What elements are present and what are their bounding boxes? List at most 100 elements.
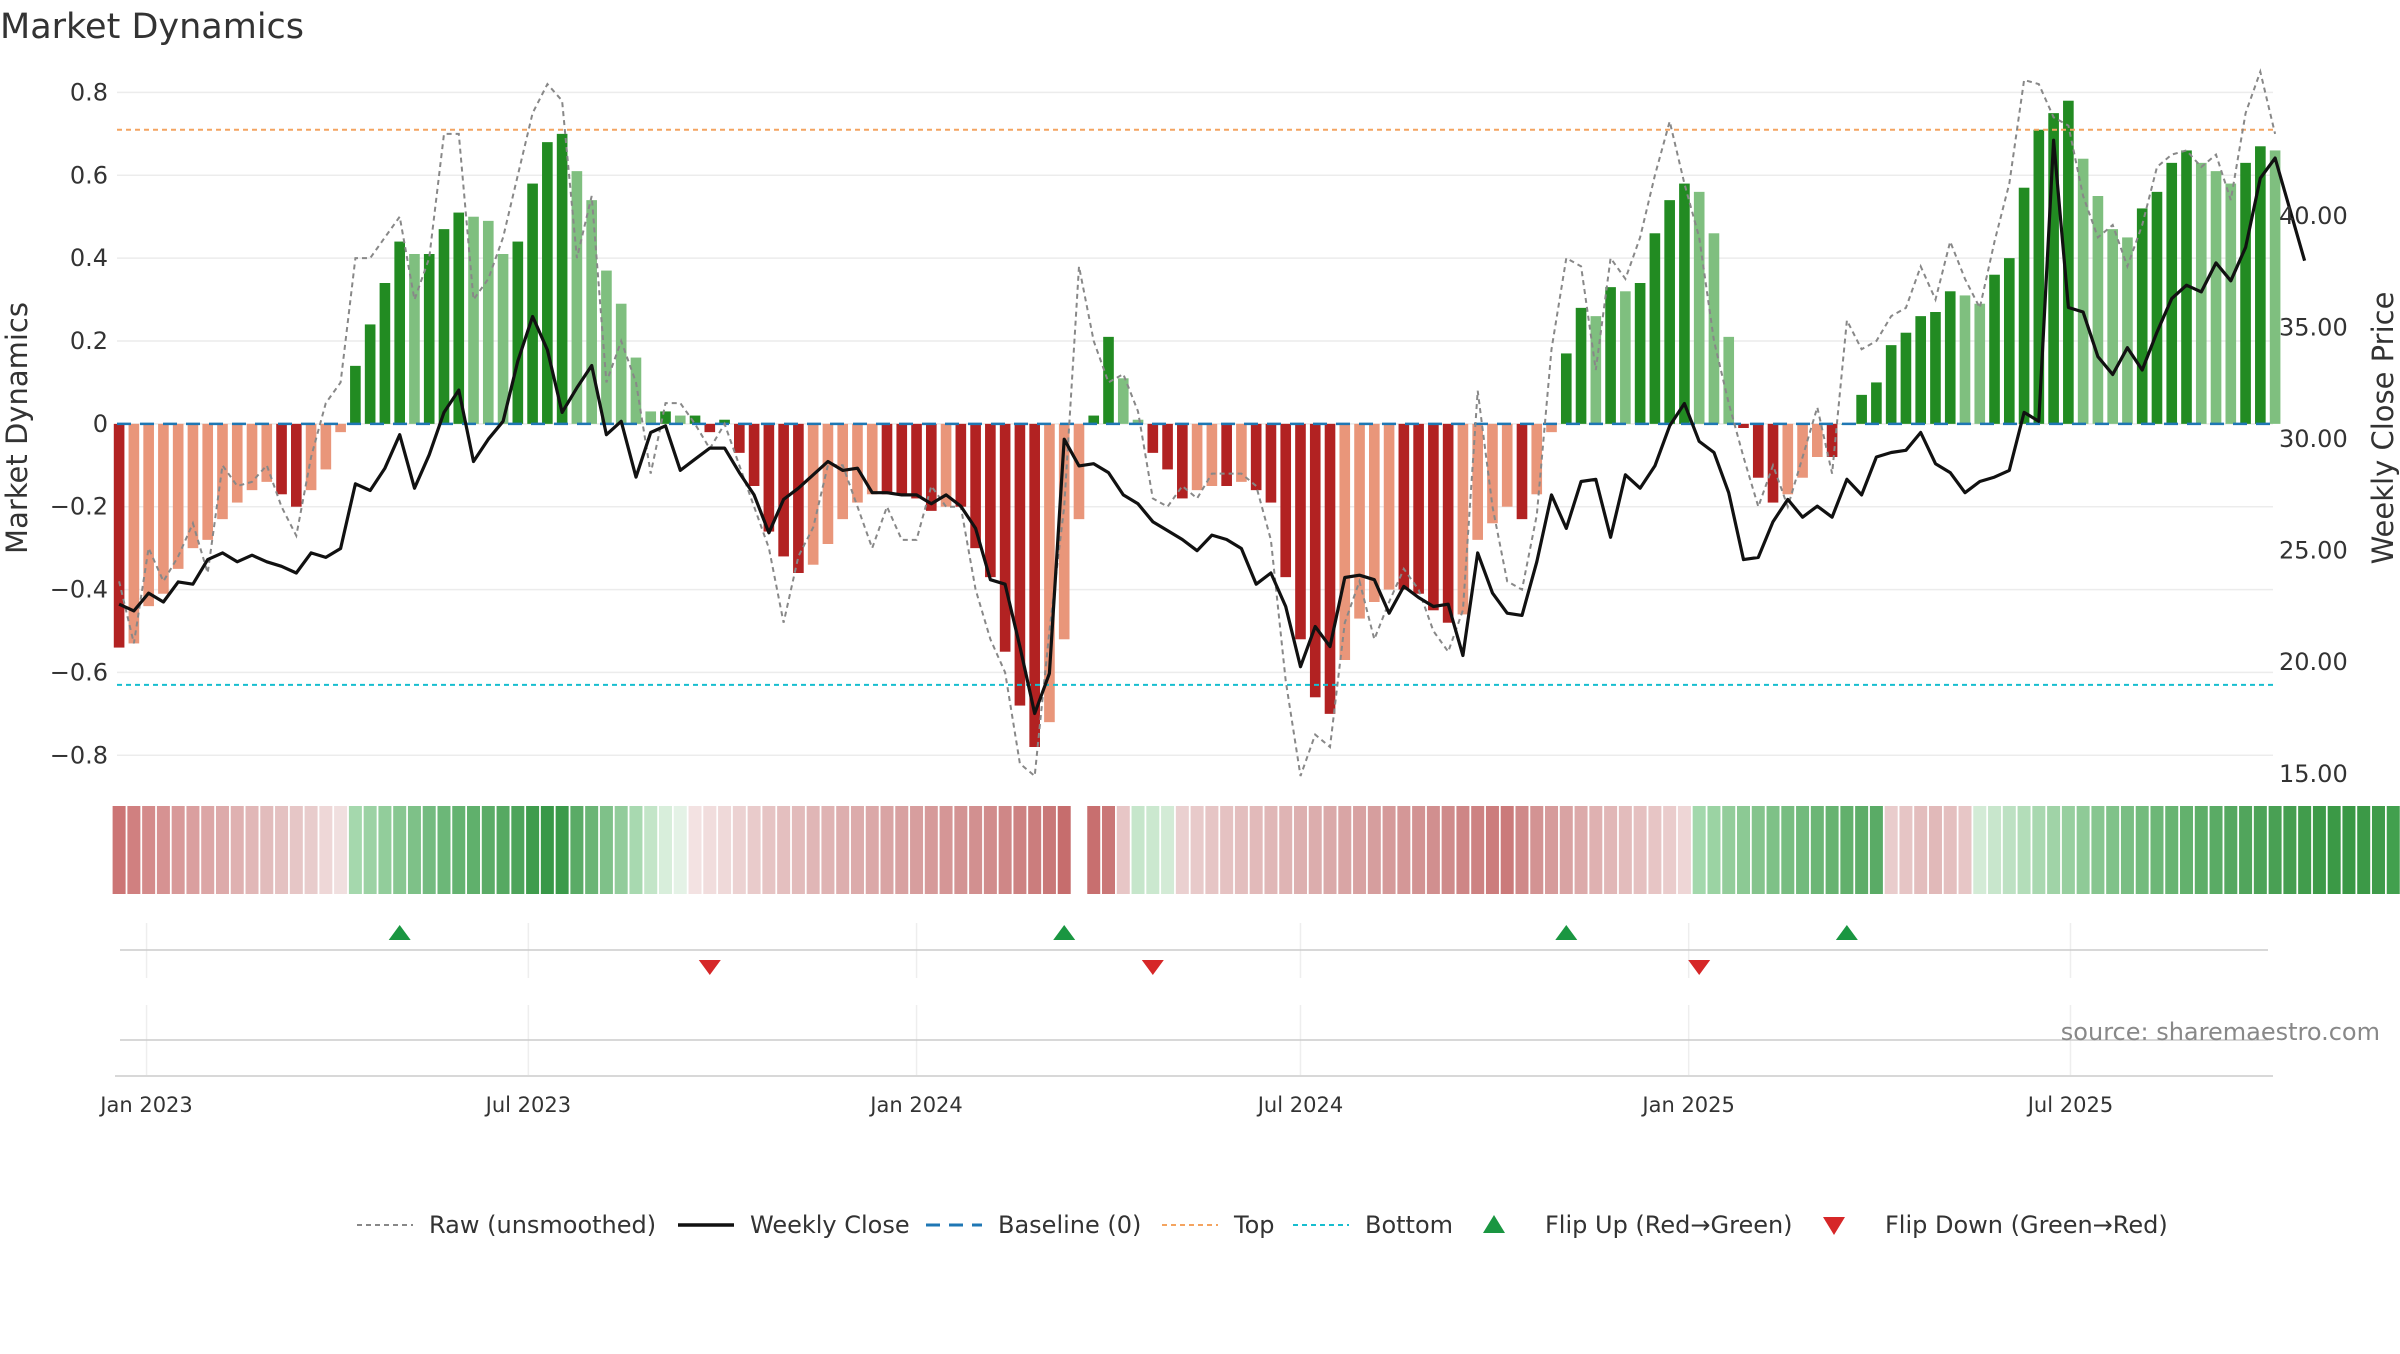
dynamics-bar [1501,423,1513,507]
legend-top-label: Top [1233,1211,1275,1239]
dynamics-bar [896,423,908,495]
flip-down-marker [1688,960,1711,975]
strip-cell [1028,806,1042,894]
dynamics-bar [1634,283,1646,424]
strip-cell [836,806,850,894]
x-tick-label: Jan 2023 [98,1093,193,1117]
strip-cell [1692,806,1706,894]
strip-cell [806,806,820,894]
strip-cell [1441,806,1455,894]
strip-cell [1205,806,1219,894]
dynamics-bar [1738,423,1749,428]
strip-cell [2209,806,2223,894]
strip-cell [969,806,983,894]
dynamics-bar [2107,229,2118,424]
strip-cell [2120,806,2134,894]
dynamics-bar [1073,423,1085,520]
dynamics-bar [1117,378,1129,424]
strip-cell [260,806,274,894]
dynamics-bar [601,270,612,424]
strip-cell [1131,806,1145,894]
strip-cell [1190,806,1204,894]
dynamics-bar [1058,423,1070,640]
strip-cell [1545,806,1559,894]
dynamics-bar [1324,423,1336,714]
legend-raw-label: Raw (unsmoothed) [429,1211,656,1239]
strip-cell [2017,806,2031,894]
strip-cell [171,806,185,894]
dynamics-bar [291,423,302,507]
dynamics-bar [852,423,863,503]
dynamics-bar [172,423,184,569]
x-tick-label: Jan 2024 [868,1093,963,1117]
dynamics-bar [1826,423,1838,457]
x-tick-label: Jan 2025 [1640,1093,1735,1117]
strip-cell [511,806,525,894]
strip-cell [777,806,791,894]
strip-cell [1338,806,1352,894]
dynamics-bar [497,254,509,424]
flip-up-marker [1555,925,1578,940]
dynamics-bar [158,423,169,594]
strip-cell [467,806,481,894]
y2-tick-label: 30.00 [2279,425,2348,453]
strip-cell [1604,806,1618,894]
strip-cell [762,806,776,894]
dynamics-bar [1812,423,1823,457]
dynamics-bar [645,411,657,424]
strip-cell [1500,806,1514,894]
dynamics-bar [1487,423,1498,524]
dynamics-bar [276,423,287,495]
dynamics-bar [350,365,361,424]
flip-up-marker [1835,925,1858,940]
strip-cell [1618,806,1632,894]
dynamics-bar [999,423,1011,652]
dynamics-bar [394,241,405,424]
dynamics-bar [2033,129,2045,424]
strip-cell [1928,806,1942,894]
dynamics-bar [231,423,243,503]
y2-tick-label: 40.00 [2279,202,2348,230]
dynamics-bar [527,183,538,424]
x-tick-label: Jul 2025 [2026,1093,2113,1117]
dynamics-bar [1649,233,1661,424]
strip-cell [1884,806,1898,894]
strip-cell [924,806,938,894]
dynamics-bar [1472,423,1483,540]
strip-cell [1840,806,1854,894]
y2-tick-label: 25.00 [2279,537,2348,565]
strip-cell [1249,806,1263,894]
dynamics-bar [1944,291,1956,424]
legend-flip-up-label: Flip Up (Red→Green) [1545,1211,1793,1239]
strip-cell [1426,806,1440,894]
strip-cell [1589,806,1603,894]
strip-cell [954,806,968,894]
strip-cell [1382,806,1396,894]
dynamics-bar [1398,423,1410,590]
dynamics-bar [482,220,494,424]
dynamics-bar [1560,353,1572,424]
dynamics-bar [1206,423,1218,486]
flip-up-marker [388,925,411,940]
dynamics-bar [1354,423,1365,619]
dynamics-bar [379,283,391,424]
strip-cell [1958,806,1972,894]
dynamics-bar [1930,312,1941,424]
y-axis-ticks: 0.8 0.6 0.4 0.2 0 −0.2 −0.4 −0.6 −0.8 [50,78,108,769]
strip-cell [1116,806,1130,894]
dynamics-bar [364,324,376,424]
strip-cell [1087,806,1101,894]
strip-cell [1057,806,1071,894]
dynamics-bar [1708,233,1720,424]
strip-cell [688,806,702,894]
strip-cell [437,806,451,894]
legend: Raw (unsmoothed) Weekly Close Baseline (0)… [357,1211,2168,1239]
strip-cell [1751,806,1765,894]
dynamics-bar [1974,303,1986,424]
dynamics-bar [1413,423,1424,594]
strip-cell [850,806,864,894]
strip-cell [1102,806,1116,894]
strip-cell [1515,806,1529,894]
strip-cell [1471,806,1485,894]
